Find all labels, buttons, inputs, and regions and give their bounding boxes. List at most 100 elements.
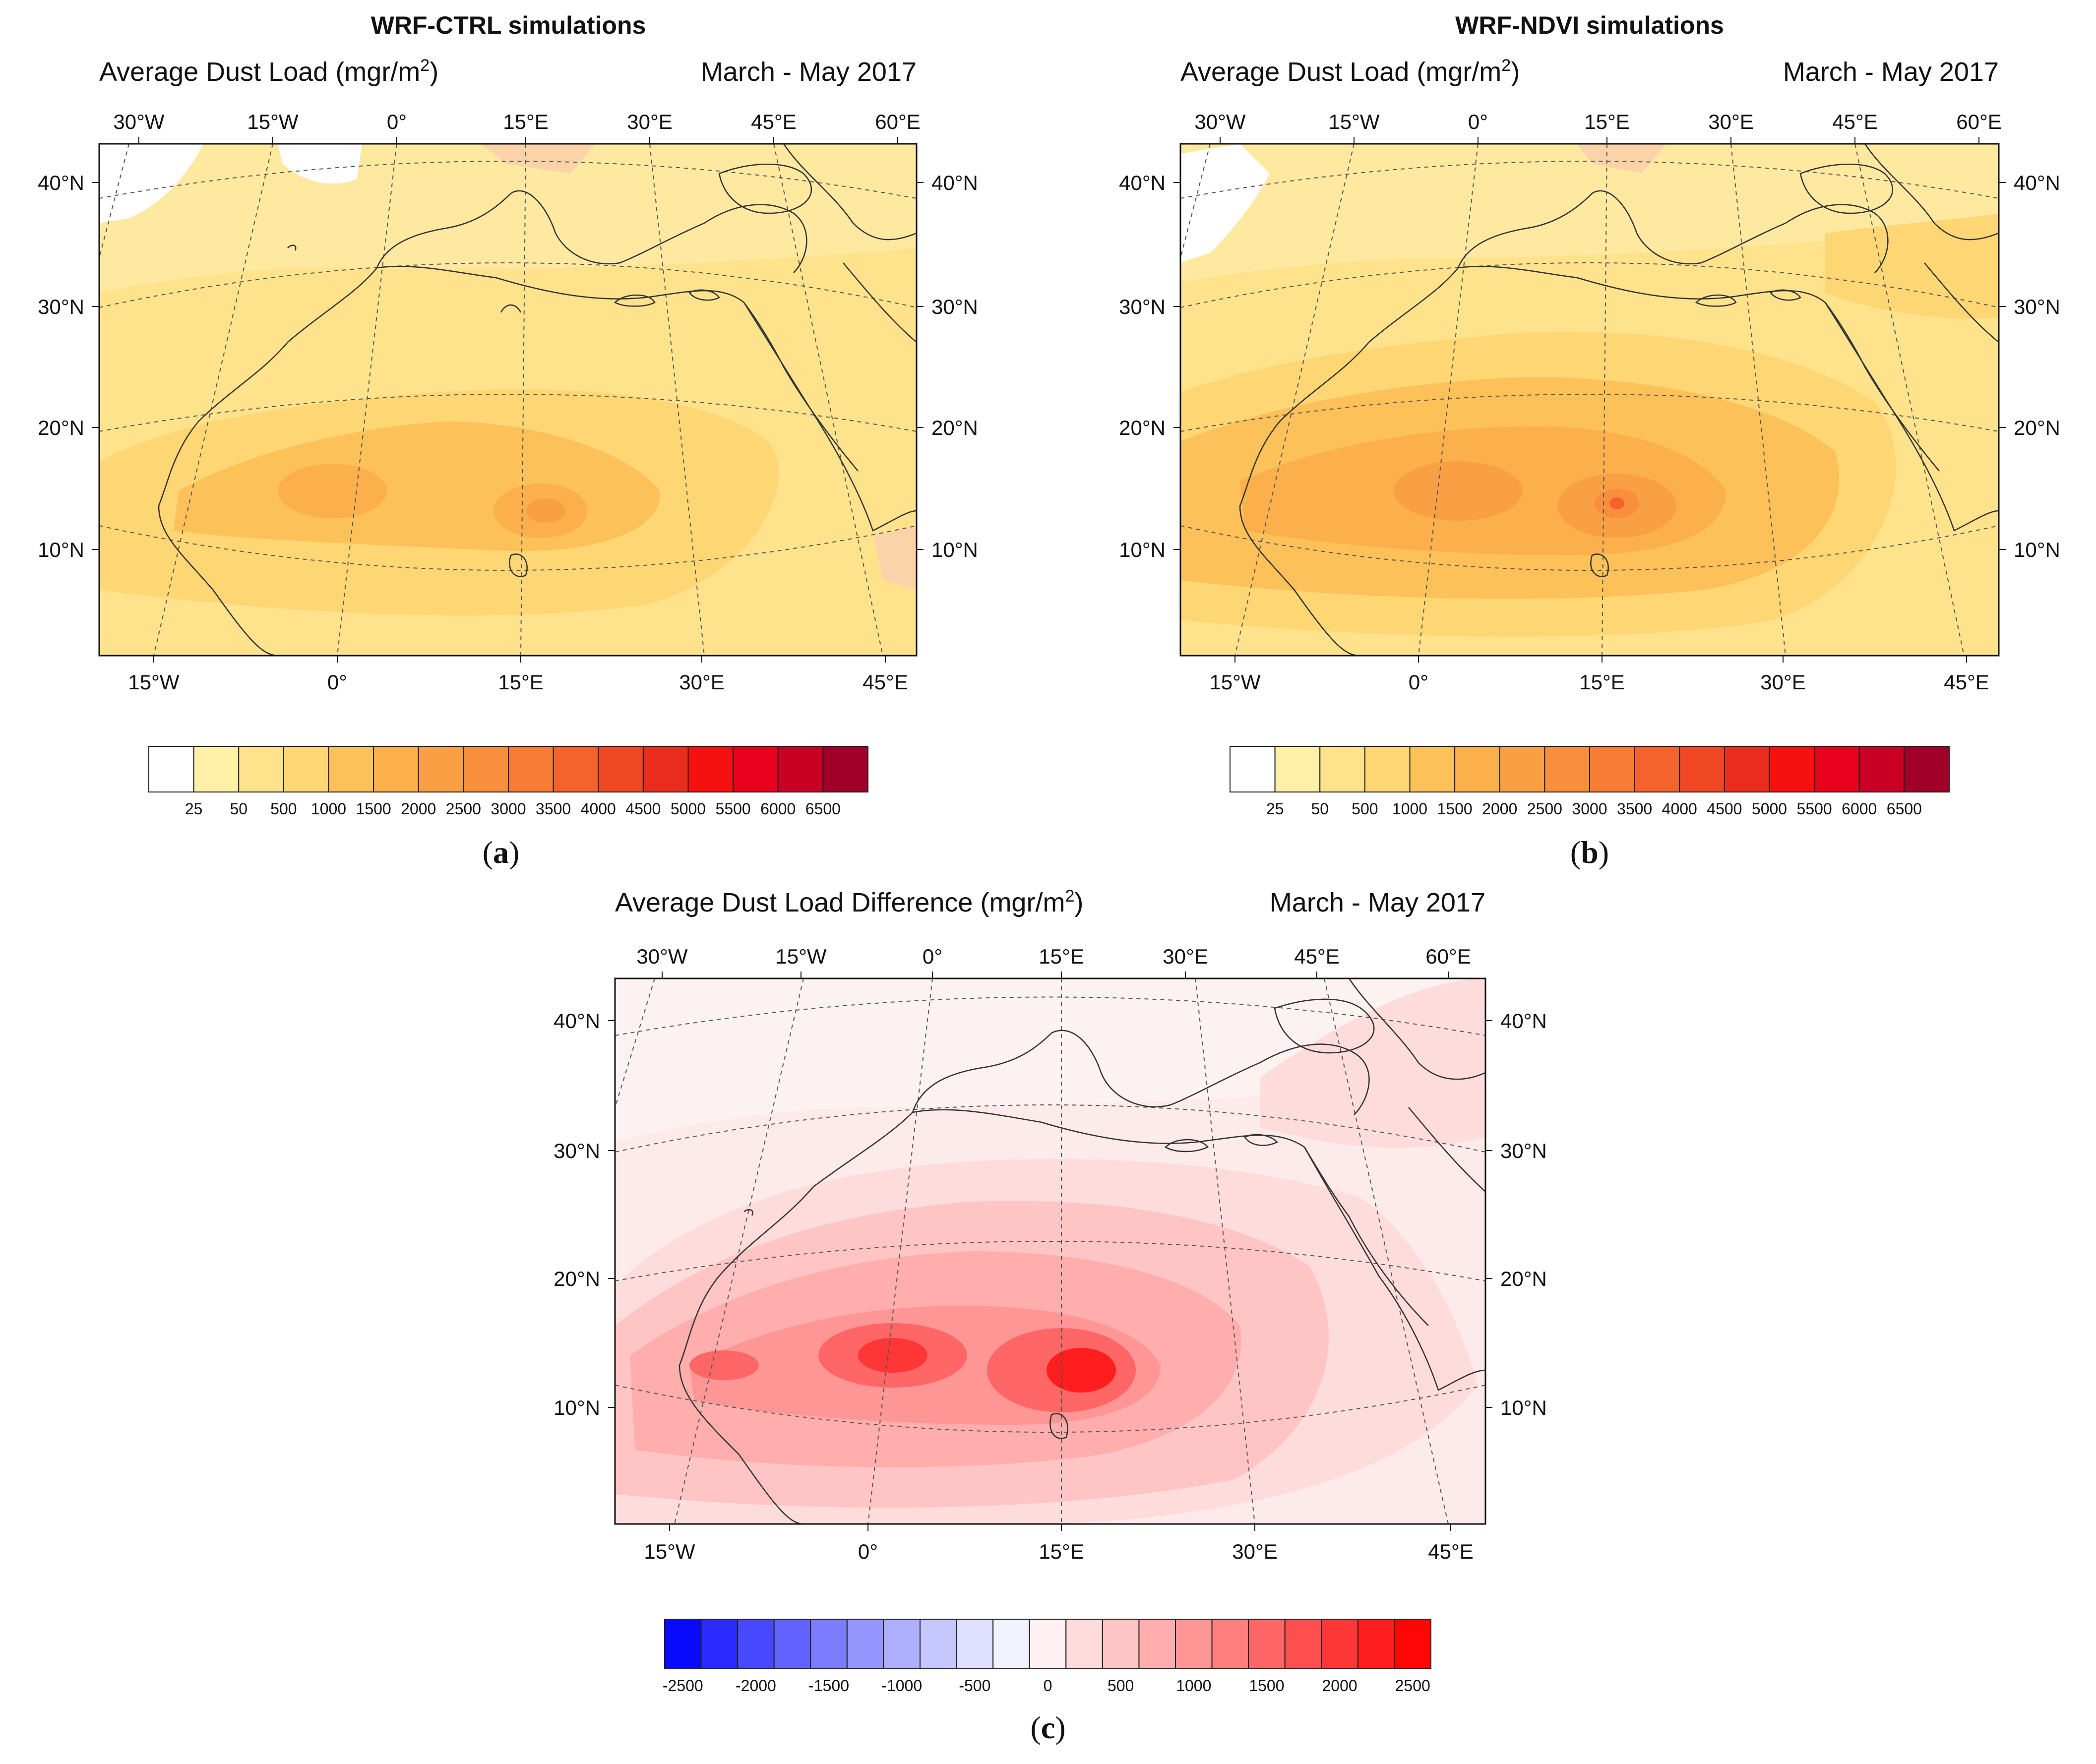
panel-a-lat-label-right: 40°N (931, 171, 978, 194)
panel-c-colorbar-swatch (846, 1619, 884, 1669)
panel-a-colorbar-label: 50 (230, 800, 247, 818)
panel-c-lat-label-left: 30°N (554, 1139, 600, 1162)
panel-b-europe-patch (1577, 144, 1666, 174)
panel-c-lat-ticks: 40°N 30°N 20°N 10°N 40°N 30°N 20°N 10°N (554, 1009, 1547, 1419)
panel-a-top-lon-label: 15°W (247, 110, 299, 133)
panel-b-lat-ticks: 40°N 30°N 20°N 10°N 40°N 30°N 20°N 10°N (1119, 171, 2060, 561)
panel-b-colorbar-label: 25 (1266, 800, 1284, 818)
panel-a-subtitle: Average Dust Load (mgr/m2) (99, 56, 438, 87)
panel-b-lat-label-left: 30°N (1119, 295, 1166, 318)
panel-a-lat-label-left: 10°N (38, 538, 84, 561)
panel-a-colorbar-swatch (418, 746, 464, 792)
panel-b-colorbar-swatch (1319, 746, 1365, 792)
panel-b-colorbar-label: 500 (1352, 800, 1378, 818)
panel-b-colorbar-swatch (1814, 746, 1860, 792)
panel-b-colorbar-label: 50 (1311, 800, 1329, 818)
panel-b-colorbar-label: 4500 (1707, 800, 1742, 818)
panel-b-subtitle-close: ) (1511, 57, 1520, 87)
panel-b-label-letter: b (1581, 835, 1599, 870)
panel-a-bottom-lon-label: 30°E (679, 670, 725, 694)
panel-b-colorbar-swatch (1724, 746, 1770, 792)
panel-c-colorbar-swatch (992, 1619, 1030, 1669)
panel-a-colorbar-label: 5500 (716, 800, 751, 818)
panel-a-bottom-ticks: 15°W 0° 15°E 30°E 45°E (128, 656, 908, 694)
panel-b-bottom-lon-label: 15°E (1579, 670, 1625, 694)
panel-c-bottom-ticks: 15°W 0° 15°E 30°E 45°E (644, 1524, 1474, 1563)
panel-c-colorbar-swatch (883, 1619, 921, 1669)
panel-b-top-lon-label: 15°W (1328, 110, 1380, 133)
panel-b-colorbar-swatch (1274, 746, 1321, 792)
panel-b-lat-label-left: 20°N (1119, 416, 1166, 439)
panel-c-top-lon-label: 30°E (1163, 945, 1208, 968)
panel-b-colorbar-label: 4000 (1662, 800, 1697, 818)
panel-b-top-lon-label: 30°W (1194, 110, 1246, 133)
panel-c-colorbar-swatch (1357, 1619, 1395, 1669)
panel-a-period: March - May 2017 (701, 57, 917, 87)
panel-b-lat-label-right: 20°N (2014, 416, 2060, 439)
panel-b-colorbar-label: 1000 (1392, 800, 1427, 818)
panel-c-top-lon-label: 15°W (775, 945, 827, 968)
panel-a-lat-label-right: 30°N (931, 295, 978, 318)
panel-c-colorbar-label: -2000 (736, 1677, 776, 1695)
panel-c-colorbar-swatch (1138, 1619, 1176, 1669)
panel-c-colorbar-label: 1000 (1176, 1677, 1211, 1695)
panel-c-label: (c) (1030, 1710, 1065, 1745)
panel-c-senegal-maximum (689, 1350, 759, 1380)
panel-a-arabian-sea-patch (873, 526, 917, 590)
panel-c-bottom-lon-label: 45°E (1428, 1540, 1474, 1563)
panel-a-colorbar-swatch (733, 746, 779, 792)
panel-c-colorbar-swatch (1029, 1619, 1067, 1669)
panel-c-colorbar-label: 2000 (1322, 1677, 1357, 1695)
panel-c-bottom-lon-label: 15°E (1039, 1540, 1084, 1563)
panel-a-iberia-low (278, 144, 362, 183)
panel-a-colorbar-label: 4000 (581, 800, 616, 818)
panel-c-colorbar-swatch (920, 1619, 957, 1669)
panel-a-colorbar-label: 4500 (625, 800, 661, 818)
panel-a-colorbar-swatch (777, 746, 824, 792)
panel-c-colorbar-label: 0 (1044, 1677, 1052, 1695)
panel-a-graticule (99, 144, 917, 656)
panel-b-graticule (1180, 144, 1999, 656)
panel-c-colorbar-label: 2500 (1395, 1677, 1430, 1695)
panel-b-lat-label-right: 30°N (2014, 295, 2060, 318)
panel-b-bottom-lon-label: 15°W (1209, 670, 1261, 694)
panel-a-label: (a) (483, 835, 520, 870)
panel-c-colorbar-swatch (1211, 1619, 1249, 1669)
panel-c-mali-peak (858, 1338, 927, 1373)
panel-c-bottom-lon-label: 0° (858, 1540, 878, 1563)
panel-a-title: WRF-CTRL simulations (371, 11, 646, 39)
panel-a-top-ticks: 30°W 15°W 0° 15°E 30°E 45°E 60°E (113, 110, 921, 144)
panel-a-bottom-lon-label: 15°E (498, 670, 544, 694)
panel-a-colorbar-swatch (508, 746, 554, 792)
panel-a-lat-label-right: 20°N (931, 416, 978, 439)
panel-b-north-band (1180, 144, 1999, 283)
panel-c-top-lon-label: 15°E (1039, 945, 1084, 968)
panel-b-colorbar-swatch (1544, 746, 1590, 792)
panel-b-colorbar-swatch (1858, 746, 1905, 792)
panel-b-label: (b) (1570, 835, 1609, 870)
panel-c-lat-label-left: 20°N (554, 1267, 600, 1290)
panel-b-subtitle-sup: 2 (1501, 56, 1511, 75)
panel-b-colorbar-swatch (1499, 746, 1545, 792)
panel-b-colorbar-swatch (1454, 746, 1500, 792)
panel-a-lat-label-left: 20°N (38, 416, 84, 439)
panel-a-frame (98, 143, 918, 657)
panel-a-colorbar-swatch (598, 746, 644, 792)
panel-b-top-ticks: 30°W 15°W 0° 15°E 30°E 45°E 60°E (1194, 110, 2002, 144)
panel-a-top-lon-label: 60°E (875, 110, 921, 133)
panel-c-difference-map: Average Dust Load Difference (mgr/m2) Ma… (554, 887, 1547, 1745)
panel-a-colorbar-swatch (148, 746, 194, 792)
panel-a-colorbar-swatch (822, 746, 868, 792)
panel-b-colorbar-label: 2500 (1527, 800, 1562, 818)
panel-b-top-lon-label: 45°E (1832, 110, 1878, 133)
panel-a-colorbar-swatch (283, 746, 329, 792)
panel-c-colorbar: -2500 -2000 -1500 -1000 -500 0 500 1000 1500 2000… (663, 1619, 1432, 1695)
panel-b-coastlines (1239, 144, 1999, 656)
panel-a-lat-label-right: 10°N (931, 538, 978, 561)
panel-c-colorbar-swatch (1102, 1619, 1140, 1669)
panel-c-period: March - May 2017 (1270, 888, 1485, 917)
panel-a-lat-label-left: 40°N (38, 171, 84, 194)
panel-b-colorbar-label: 6500 (1887, 800, 1922, 818)
panel-a-lat-ticks: 40°N 30°N 20°N 10°N 40°N 30°N 20°N 10°N (38, 171, 978, 561)
